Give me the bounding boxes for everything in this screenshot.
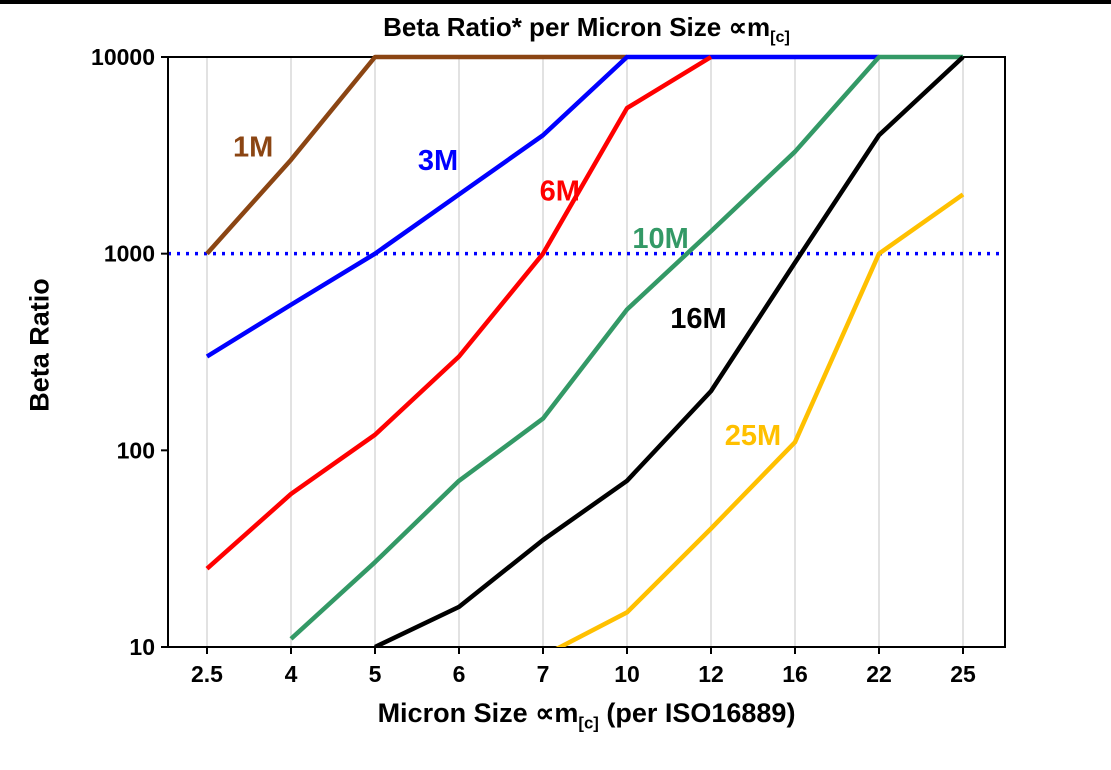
chart-title: Beta Ratio* per Micron Size ∝m[c]	[168, 12, 1005, 47]
series-line-25M	[555, 192, 965, 647]
y-axis-label: Beta Ratio	[24, 278, 55, 412]
y-tick-label: 100	[117, 437, 155, 463]
x-tick-label: 4	[285, 661, 298, 687]
chart-title-symbol: ∝m	[728, 12, 771, 42]
series-label-16M: 16M	[670, 303, 726, 335]
x-axis-label-post: (per ISO16889)	[598, 698, 796, 728]
series-label-6M: 6M	[540, 175, 580, 207]
series-line-16M	[374, 55, 965, 647]
x-axis-label: Micron Size ∝m[c] (per ISO16889)	[168, 698, 1005, 733]
series-line-6M	[205, 55, 713, 571]
x-tick-label: 10	[614, 661, 640, 687]
x-tick-label: 16	[782, 661, 808, 687]
x-tick-label: 6	[453, 661, 466, 687]
x-axis-label-pre: Micron Size	[377, 698, 536, 728]
x-tick-label: 25	[950, 661, 976, 687]
series-label-1M: 1M	[233, 132, 273, 164]
series-line-3M	[205, 54, 879, 359]
x-tick-label: 5	[369, 661, 382, 687]
series-label-25M: 25M	[725, 420, 781, 452]
chart-title-subscript: [c]	[770, 28, 790, 47]
series-label-10M: 10M	[632, 223, 688, 255]
y-tick-label: 10	[129, 634, 155, 660]
y-tick-label: 1000	[104, 241, 155, 267]
series-line-1M	[205, 54, 627, 256]
series-label-3M: 3M	[418, 145, 458, 177]
x-tick-label: 22	[866, 661, 892, 687]
x-tick-label: 2.5	[191, 661, 223, 687]
series-line-10M	[289, 54, 963, 641]
chart-title-text: Beta Ratio* per Micron Size	[383, 12, 729, 42]
x-tick-label: 12	[698, 661, 724, 687]
x-axis-label-subscript: [c]	[578, 713, 599, 733]
x-axis-label-symbol: ∝m	[535, 698, 579, 728]
x-tick-label: 7	[537, 661, 550, 687]
top-border	[0, 0, 1111, 4]
y-tick-label: 10000	[91, 44, 155, 70]
